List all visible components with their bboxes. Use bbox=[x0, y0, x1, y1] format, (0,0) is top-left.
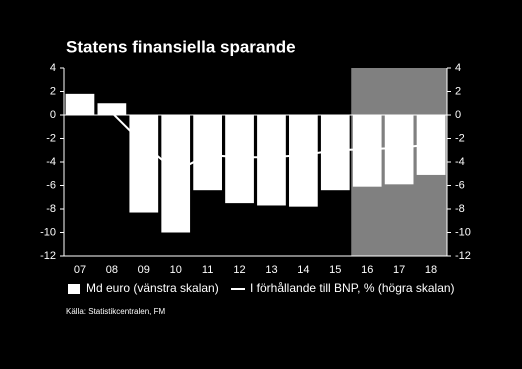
bar bbox=[193, 115, 222, 191]
x-tick-label: 12 bbox=[233, 264, 245, 276]
bar bbox=[320, 115, 350, 191]
legend-label: Md euro (vänstra skalan) bbox=[86, 281, 219, 295]
bar bbox=[129, 115, 159, 213]
x-tick-label: 13 bbox=[265, 264, 277, 276]
y-tick-label: -4 bbox=[46, 156, 56, 168]
x-tick-label: 16 bbox=[361, 264, 373, 276]
x-tick-label: 09 bbox=[138, 264, 150, 276]
y2-tick-label: -8 bbox=[455, 203, 465, 215]
y-tick-label: -8 bbox=[46, 203, 56, 215]
y2-tick-label: -4 bbox=[455, 156, 465, 168]
y2-tick-label: 2 bbox=[455, 85, 461, 97]
x-tick-label: 07 bbox=[74, 264, 86, 276]
bar bbox=[225, 115, 254, 204]
y-tick-label: 4 bbox=[50, 62, 56, 74]
legend-swatch bbox=[68, 284, 80, 294]
y-tick-label: -12 bbox=[40, 250, 56, 262]
x-tick-label: 15 bbox=[329, 264, 341, 276]
x-tick-label: 11 bbox=[202, 264, 213, 276]
x-tick-label: 18 bbox=[425, 264, 437, 276]
y-tick-label: 0 bbox=[50, 109, 56, 121]
y-tick-label: -2 bbox=[46, 132, 56, 144]
bar bbox=[289, 115, 318, 207]
chart-title: Statens finansiella sparande bbox=[66, 37, 296, 56]
y2-tick-label: -10 bbox=[455, 226, 471, 238]
legend-label: I förhållande till BNP, % (högra skalan) bbox=[250, 281, 455, 295]
bar bbox=[65, 93, 95, 115]
x-tick-label: 17 bbox=[393, 264, 405, 276]
y2-tick-label: 4 bbox=[455, 62, 461, 74]
y2-tick-label: -12 bbox=[455, 250, 471, 262]
y-tick-label: 2 bbox=[50, 85, 56, 97]
bar bbox=[161, 115, 191, 233]
bar bbox=[97, 103, 127, 115]
x-tick-label: 10 bbox=[170, 264, 182, 276]
x-tick-label: 08 bbox=[106, 264, 118, 276]
bar bbox=[352, 115, 382, 187]
y-tick-label: -10 bbox=[40, 226, 56, 238]
y-tick-label: -6 bbox=[46, 179, 56, 191]
bar bbox=[416, 115, 446, 175]
x-tick-label: 14 bbox=[297, 264, 309, 276]
y2-tick-label: -2 bbox=[455, 132, 465, 144]
source: Källa: Statistikcentralen, FM bbox=[66, 307, 165, 316]
y2-tick-label: 0 bbox=[455, 109, 461, 121]
y2-tick-label: -6 bbox=[455, 179, 465, 191]
bar bbox=[384, 115, 414, 185]
bar bbox=[257, 115, 286, 206]
